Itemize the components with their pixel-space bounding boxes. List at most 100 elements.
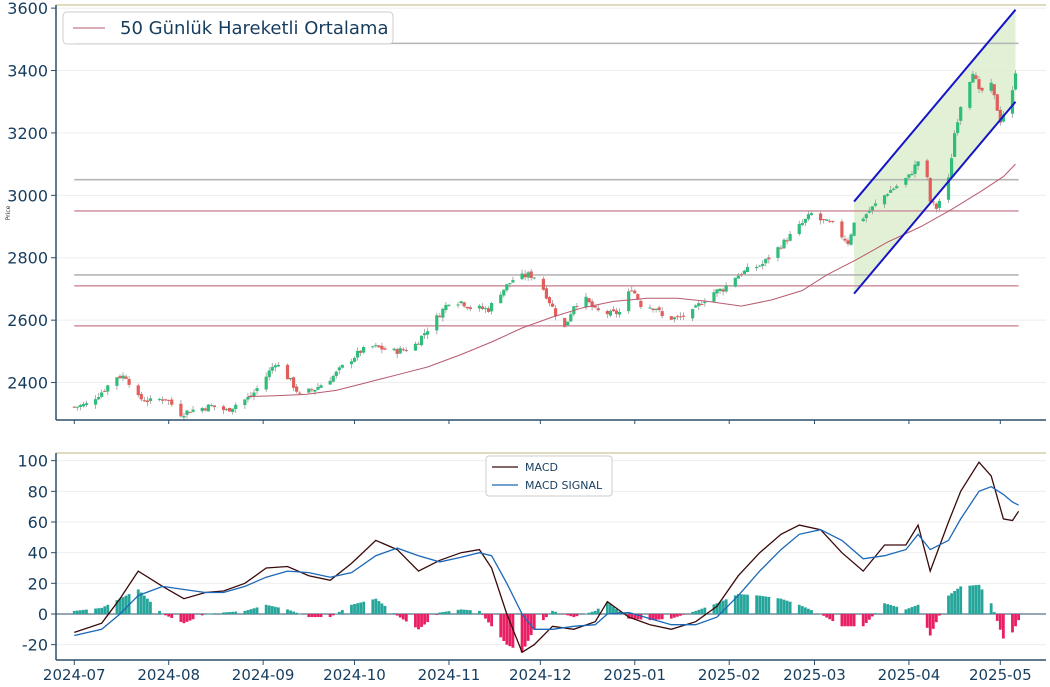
macd-signal-line [74,485,1019,637]
candle-up [733,277,737,287]
histogram-bar-negative [840,614,844,627]
candle-up [349,361,354,365]
candle-down [660,311,664,317]
histogram-bar-positive [231,611,235,614]
candle-up [648,307,652,309]
histogram-bar-negative [520,614,524,653]
histogram-bar-negative [1011,614,1014,633]
macd-signal-legend-label: MACD SIGNAL [525,479,603,492]
histogram-bar-negative [1014,614,1017,627]
histogram-bar-negative [575,614,579,617]
histogram-bar-positive [337,611,341,614]
histogram-bar-positive [255,607,259,614]
histogram-bar-positive [222,612,225,614]
candle-down [544,288,549,299]
histogram-bar-positive [225,612,228,614]
candle-down [843,238,847,241]
candle-down [575,306,579,308]
histogram-bar-positive [462,609,466,614]
candle-down [529,271,533,278]
candle-up [697,303,701,307]
x-tick-label: 2024-08 [137,666,200,683]
candle-up [788,234,792,241]
histogram-bar-negative [563,614,567,615]
histogram-bar-negative [1001,614,1005,639]
histogram-bar-negative [188,614,192,621]
candle-up [803,218,807,223]
candle-down [285,364,290,380]
histogram-bar-negative [526,614,530,641]
candle-up [809,213,814,216]
histogram-bar-positive [356,603,359,614]
candle-up [526,272,530,278]
candle-up [355,350,360,358]
candle-up [736,275,740,279]
candle-down [380,345,384,350]
candle-up [1010,90,1015,114]
histogram-bar-negative [331,614,335,616]
histogram-bar-positive [733,595,737,614]
candle-up [243,399,247,406]
candle-up [511,280,515,283]
candle-down [651,308,655,310]
histogram-bar-positive [718,601,722,614]
histogram-bar-negative [404,614,408,622]
candle-down [587,298,591,303]
candle-up [968,82,972,108]
macd-tick-label: 20 [28,574,48,593]
histogram-bar-negative [925,614,929,628]
candle-up [712,292,716,302]
price-tick-label: 3400 [7,62,48,81]
histogram-bar-negative [682,614,685,615]
candle-up [413,343,418,351]
candle-down [596,308,600,311]
macd-tick-label: 40 [28,544,48,563]
candle-up [231,408,235,413]
histogram-bar-positive [797,604,801,614]
x-tick-label: 2024-10 [323,666,386,683]
candle-down [636,294,640,300]
candle-up [267,370,271,378]
candle-up [191,409,195,412]
histogram-bar-positive [691,611,695,614]
histogram-bar-positive [298,613,302,615]
histogram-bar-negative [1017,614,1020,621]
x-tick-label: 2024-11 [418,666,481,683]
candle-up [352,357,357,362]
candle-up [864,214,868,219]
histogram-bar-negative [648,614,652,621]
macd-legend-box [485,455,613,497]
candle-down [998,109,1002,123]
histogram-bar-negative [499,614,503,638]
candle-up [435,315,439,331]
histogram-bar-negative [651,614,655,620]
histogram-bar-positive [953,591,957,614]
candle-down [136,385,140,396]
histogram-bar-positive [974,585,978,614]
histogram-bar-positive [465,609,469,614]
histogram-bar-negative [931,614,935,629]
histogram-bar-positive [703,607,707,614]
macd-legend-label: MACD [525,461,558,474]
histogram-bar-negative [164,614,168,616]
histogram-bar-negative [937,614,941,616]
histogram-bar-positive [697,609,701,614]
histogram-bar-positive [374,598,378,614]
candle-up [971,73,975,83]
candle-down [931,201,935,203]
histogram-bar-negative [319,614,323,618]
histogram-bar-negative [852,614,856,627]
price-tick-label: 2800 [7,249,48,268]
candle-up [121,375,125,379]
histogram-bar-negative [545,614,548,618]
candle-down [480,306,485,309]
candle-up [447,304,451,306]
candle-down [721,289,725,292]
histogram-bar-negative [657,614,661,620]
histogram-bar-positive [75,610,79,614]
histogram-bar-negative [316,614,320,618]
ma50-line [247,163,1016,398]
candle-down [639,300,643,307]
histogram-bar-positive [892,605,896,614]
histogram-bar-positive [234,611,238,614]
